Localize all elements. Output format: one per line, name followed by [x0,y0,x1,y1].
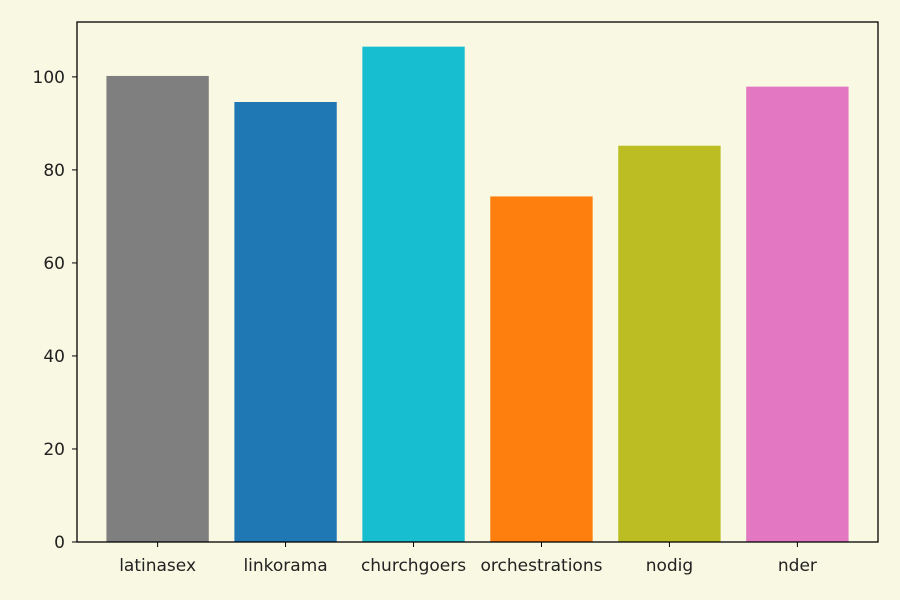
x-tick-label: churchgoers [361,556,466,576]
bar-orchestrations [490,196,593,542]
plot-area [77,22,878,542]
y-tick-label: 40 [43,347,65,367]
x-tick-label: linkorama [243,556,327,576]
bar-latinasex [106,75,209,542]
x-tick-label: nodig [646,556,693,576]
bar-nder [746,86,849,543]
y-axis: 0 20 40 60 80 100 [33,68,77,553]
y-tick-label: 20 [43,440,65,460]
bar-churchgoers [362,46,465,543]
plot-frame [76,21,879,543]
x-tick-label: latinasex [119,556,196,576]
bar-nodig [618,145,721,542]
bar-linkorama [234,102,337,542]
y-tick-label: 60 [43,254,65,274]
y-tick-label: 0 [54,533,65,553]
bars [106,46,849,543]
x-axis: latinasex linkorama churchgoers orchestrati… [119,542,817,576]
y-tick-label: 100 [33,68,65,88]
y-tick-label: 80 [43,161,65,181]
x-tick-label: orchestrations [481,556,603,576]
x-tick-label: nder [778,556,817,576]
